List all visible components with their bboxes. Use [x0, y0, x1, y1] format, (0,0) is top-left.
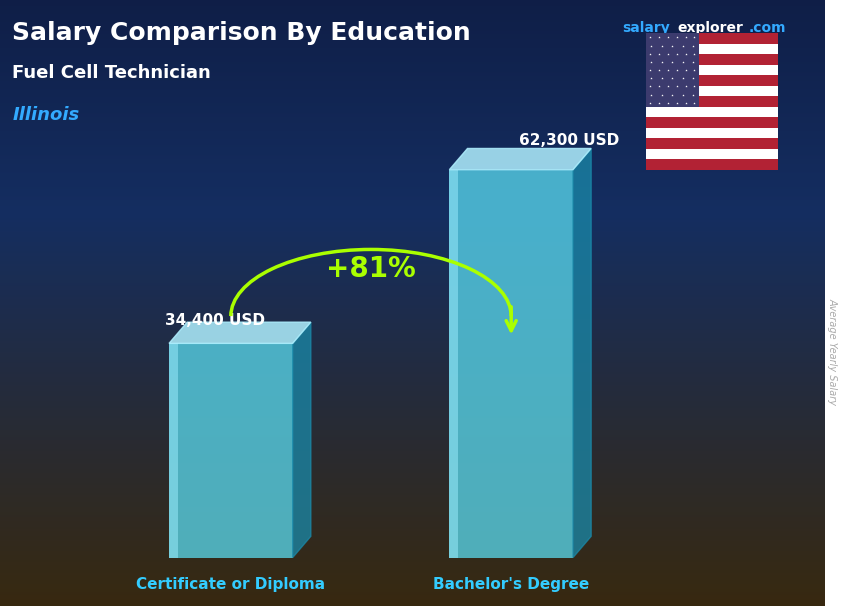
Bar — [646, 128, 778, 138]
Bar — [646, 75, 778, 86]
Bar — [646, 148, 778, 159]
Bar — [646, 107, 778, 117]
FancyBboxPatch shape — [169, 344, 292, 558]
Polygon shape — [292, 322, 311, 558]
Text: Certificate or Diploma: Certificate or Diploma — [136, 578, 326, 592]
Bar — [646, 159, 778, 170]
Polygon shape — [169, 322, 311, 344]
Polygon shape — [450, 148, 591, 170]
FancyBboxPatch shape — [450, 170, 458, 558]
Text: +81%: +81% — [326, 256, 416, 284]
Polygon shape — [573, 148, 591, 558]
Text: Bachelor's Degree: Bachelor's Degree — [433, 578, 589, 592]
Text: Illinois: Illinois — [13, 106, 80, 124]
Text: Fuel Cell Technician: Fuel Cell Technician — [13, 64, 211, 82]
Bar — [646, 138, 778, 148]
Text: 62,300 USD: 62,300 USD — [519, 133, 620, 148]
Bar — [646, 33, 778, 44]
Text: Salary Comparison By Education: Salary Comparison By Education — [13, 21, 471, 45]
Bar — [646, 86, 778, 96]
Bar — [646, 44, 778, 55]
Bar — [646, 117, 778, 128]
Bar — [646, 96, 778, 107]
Text: .com: .com — [749, 21, 786, 35]
Bar — [646, 55, 778, 65]
Text: 34,400 USD: 34,400 USD — [165, 313, 265, 328]
Text: Average Yearly Salary: Average Yearly Salary — [827, 298, 837, 405]
Text: salary: salary — [622, 21, 671, 35]
FancyBboxPatch shape — [169, 344, 178, 558]
Bar — [646, 65, 778, 75]
Bar — [646, 33, 699, 107]
FancyBboxPatch shape — [450, 170, 573, 558]
Text: explorer: explorer — [677, 21, 744, 35]
